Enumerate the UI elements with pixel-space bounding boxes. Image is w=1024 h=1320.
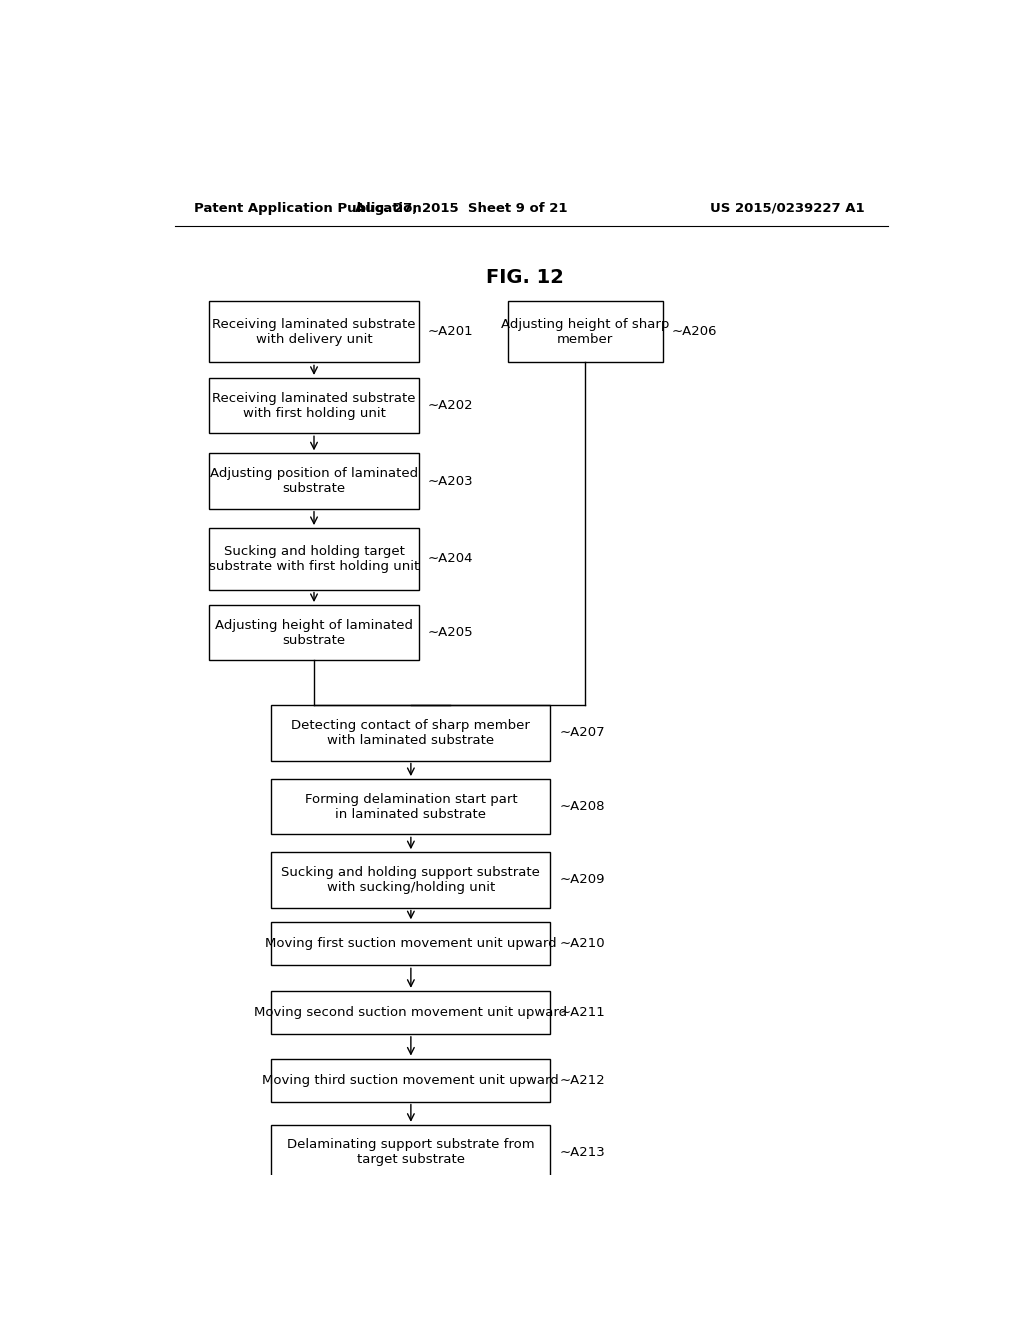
Bar [271, 705, 550, 760]
Text: Moving second suction movement unit upward: Moving second suction movement unit upwa… [254, 1006, 567, 1019]
Text: Patent Application Publication: Patent Application Publication [194, 202, 422, 215]
Bar [209, 378, 419, 433]
Text: Detecting contact of sharp member
with laminated substrate: Detecting contact of sharp member with l… [292, 719, 530, 747]
Text: Sucking and holding support substrate
with sucking/holding unit: Sucking and holding support substrate wi… [282, 866, 541, 894]
Text: Receiving laminated substrate
with delivery unit: Receiving laminated substrate with deliv… [212, 318, 416, 346]
Bar [209, 453, 419, 508]
Text: ∼A208: ∼A208 [560, 800, 605, 813]
Text: ∼A207: ∼A207 [560, 726, 605, 739]
Text: ∼A204: ∼A204 [428, 552, 473, 565]
Text: ∼A212: ∼A212 [560, 1073, 605, 1086]
Bar [271, 991, 550, 1034]
Bar [508, 301, 663, 363]
Text: Adjusting height of sharp
member: Adjusting height of sharp member [501, 318, 670, 346]
Text: ∼A209: ∼A209 [560, 874, 605, 887]
Text: ∼A203: ∼A203 [428, 474, 473, 487]
Bar [209, 605, 419, 660]
Text: Receiving laminated substrate
with first holding unit: Receiving laminated substrate with first… [212, 392, 416, 420]
Text: ∼A210: ∼A210 [560, 937, 605, 950]
Bar [271, 853, 550, 908]
Text: ∼A206: ∼A206 [672, 325, 718, 338]
Text: Moving third suction movement unit upward: Moving third suction movement unit upwar… [262, 1073, 559, 1086]
Text: Sucking and holding target
substrate with first holding unit: Sucking and holding target substrate wit… [209, 545, 419, 573]
Bar [209, 301, 419, 363]
Text: ∼A211: ∼A211 [560, 1006, 605, 1019]
Bar [271, 1125, 550, 1180]
Text: US 2015/0239227 A1: US 2015/0239227 A1 [710, 202, 864, 215]
Text: Delaminating support substrate from
target substrate: Delaminating support substrate from targ… [287, 1138, 535, 1167]
Text: Moving first suction movement unit upward: Moving first suction movement unit upwar… [265, 937, 557, 950]
Text: ∼A213: ∼A213 [560, 1146, 605, 1159]
Text: ∼A205: ∼A205 [428, 626, 473, 639]
Text: Adjusting position of laminated
substrate: Adjusting position of laminated substrat… [210, 467, 418, 495]
Text: Forming delamination start part
in laminated substrate: Forming delamination start part in lamin… [304, 793, 517, 821]
Text: ∼A202: ∼A202 [428, 399, 473, 412]
Text: Adjusting height of laminated
substrate: Adjusting height of laminated substrate [215, 619, 413, 647]
Text: ∼A201: ∼A201 [428, 325, 473, 338]
Bar [271, 1059, 550, 1102]
Text: FIG. 12: FIG. 12 [485, 268, 564, 288]
Bar [271, 923, 550, 965]
Bar [209, 528, 419, 590]
Bar [271, 779, 550, 834]
Text: Aug. 27, 2015  Sheet 9 of 21: Aug. 27, 2015 Sheet 9 of 21 [355, 202, 567, 215]
